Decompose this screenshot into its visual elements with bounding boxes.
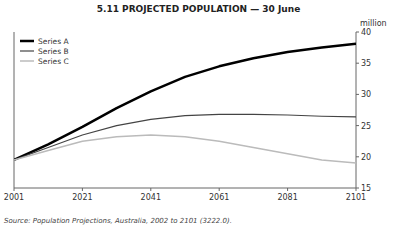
y-tick-label: 20 [361,153,371,162]
plot-area [14,44,356,163]
y-axis-line [356,32,357,188]
y-tick-label: 30 [361,90,371,99]
series-line [14,44,356,160]
legend-label: Series A [38,37,69,46]
legend-label: Series B [38,47,69,56]
y-tick-label: 25 [361,122,371,131]
x-tick-label: 2001 [4,193,24,202]
y-tick [356,63,359,64]
legend-label: Series C [38,57,69,66]
y-tick-label: 15 [361,184,371,193]
x-axis-line [14,188,356,189]
x-tick [219,188,220,191]
axis-label: million [360,19,387,28]
x-tick-label: 2081 [277,193,297,202]
x-tick [287,188,288,191]
legend-swatch [20,50,34,51]
y-tick-label: 40 [361,28,371,37]
source-note: Source: Population Projections, Australi… [4,217,232,225]
y-tick [356,32,359,33]
x-tick-label: 2101 [346,193,366,202]
chart: 5.11 PROJECTED POPULATION — 30 June milli… [0,0,397,227]
x-tick-label: 2041 [141,193,161,202]
x-tick-label: 2021 [72,193,92,202]
legend: Series ASeries BSeries C [20,37,69,66]
x-tick-label: 2061 [209,193,229,202]
legend-swatch [20,40,34,43]
x-tick [150,188,151,191]
y-tick [356,188,359,189]
title: 5.11 PROJECTED POPULATION — 30 June [97,4,301,14]
y-axis-line [14,32,15,188]
series-line [14,135,356,163]
y-tick [356,156,359,157]
x-tick [82,188,83,191]
y-tick-label: 35 [361,59,371,68]
y-tick [356,94,359,95]
y-tick [356,125,359,126]
legend-swatch [20,60,34,62]
x-tick [14,188,15,191]
